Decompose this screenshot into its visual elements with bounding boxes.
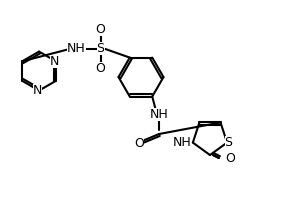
Text: NH: NH — [67, 42, 86, 55]
Text: S: S — [97, 42, 104, 55]
Text: N: N — [50, 55, 59, 68]
Text: NH: NH — [172, 136, 191, 149]
Text: NH: NH — [150, 108, 168, 121]
Text: N: N — [33, 84, 42, 97]
Text: O: O — [96, 23, 106, 36]
Text: O: O — [226, 152, 236, 165]
Text: O: O — [135, 137, 144, 150]
Text: S: S — [225, 136, 232, 149]
Text: O: O — [96, 62, 106, 75]
